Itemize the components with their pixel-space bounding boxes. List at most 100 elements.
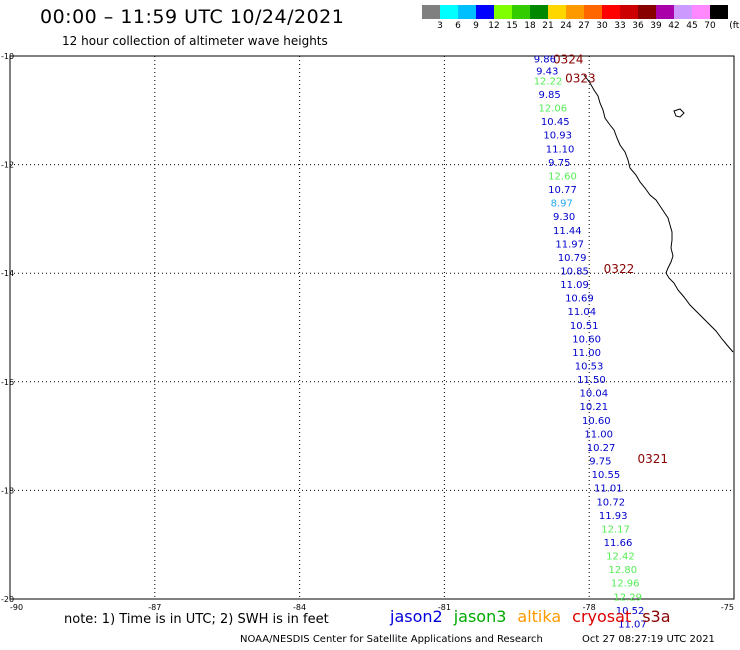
wave-height-label: 10.52 (616, 606, 645, 617)
wave-height-label: 10.53 (575, 362, 604, 373)
colorbar-label: 36 (632, 21, 644, 31)
lon-tick-label: -87 (148, 603, 161, 612)
colorbar-swatch (656, 5, 674, 19)
page-title: 00:00 – 11:59 UTC 10/24/2021 (40, 6, 345, 28)
colorbar-swatch (710, 5, 728, 19)
colorbar-swatch (584, 5, 602, 19)
colorbar-swatch (692, 5, 710, 19)
wave-height-label: 10.45 (541, 117, 570, 128)
colorbar-label: 27 (578, 21, 590, 31)
wave-height-label: 12.60 (548, 171, 577, 182)
colorbar-swatch (602, 5, 620, 19)
colorbar-swatch (512, 5, 530, 19)
wave-height-label: 11.66 (604, 538, 633, 549)
wave-height-label: 10.27 (587, 443, 616, 454)
wave-height-label: 9.86 (534, 55, 556, 66)
wave-height-label: 10.60 (572, 334, 601, 345)
colorbar-swatch (674, 5, 692, 19)
timestamp-text: Oct 27 08:27:19 UTC 2021 (582, 634, 715, 645)
wave-height-label: 10.60 (582, 416, 611, 427)
lon-tick-label: -81 (438, 603, 451, 612)
wave-height-label: 11.00 (572, 348, 601, 359)
colorbar-label: 70 (704, 21, 716, 31)
legend-item-cryosat: cryosat (572, 607, 632, 626)
lon-tick-label: -84 (293, 603, 306, 612)
colorbar-label: 3 (437, 21, 443, 31)
wave-height-label: 10.04 (580, 389, 609, 400)
lat-tick-label: -10 (1, 52, 14, 61)
colorbar-label: 30 (596, 21, 608, 31)
wave-height-label: 10.72 (596, 497, 625, 508)
coastline (583, 74, 734, 353)
legend-item-altika: altika (517, 607, 562, 626)
colorbar-swatch (620, 5, 638, 19)
map-frame (9, 55, 735, 600)
colorbar-swatch (458, 5, 476, 19)
lat-tick-label: -14 (1, 269, 14, 278)
colorbar-swatch (440, 5, 458, 19)
credit-text: NOAA/NESDIS Center for Satellite Applica… (240, 634, 543, 645)
wave-height-label: 9.43 (536, 67, 558, 78)
wave-height-label: 12.17 (601, 524, 630, 535)
wave-height-label: 11.50 (577, 375, 606, 386)
lon-tick-label: -90 (10, 603, 23, 612)
legend-item-jason2: jason2 (390, 607, 443, 626)
wave-height-label: 9.85 (539, 90, 561, 101)
colorbar-label: 6 (455, 21, 461, 31)
wave-height-label: 10.21 (580, 402, 609, 413)
wave-height-label: 11.44 (553, 226, 582, 237)
wave-height-label: 8.97 (551, 199, 573, 210)
wave-height-label: 10.51 (570, 321, 599, 332)
wave-height-label: 11.97 (555, 239, 584, 250)
colorbar-swatch (566, 5, 584, 19)
wave-height-label: 11.10 (546, 144, 575, 155)
wave-height-label: 12.06 (539, 104, 568, 115)
colorbar-label: 15 (506, 21, 518, 31)
wave-height-label: 11.93 (599, 511, 628, 522)
colorbar-label: 21 (542, 21, 554, 31)
colorbar-label: 18 (524, 21, 536, 31)
wave-height-label: 10.69 (565, 294, 594, 305)
colorbar-swatch (530, 5, 548, 19)
wave-height-label: 10.55 (592, 470, 621, 481)
wave-height-label: 11.00 (584, 429, 613, 440)
colorbar-swatch (494, 5, 512, 19)
colorbar-label: 9 (473, 21, 479, 31)
legend-item-s3a: s3a (642, 607, 671, 626)
legend-item-jason3: jason3 (453, 607, 507, 626)
wave-height-label: 9.30 (553, 212, 575, 223)
pass-label: 0324 (553, 53, 584, 67)
colorbar-swatch (476, 5, 494, 19)
wave-height-label: 12.29 (613, 592, 642, 603)
colorbar-label: 45 (686, 21, 698, 31)
wave-height-label: 12.80 (609, 565, 638, 576)
colorbar-swatch (638, 5, 656, 19)
colorbar-swatch (422, 5, 440, 19)
wave-height-label: 10.93 (543, 131, 572, 142)
pass-label: 0321 (637, 452, 668, 466)
lon-tick-label: -75 (721, 603, 734, 612)
lat-tick-label: -18 (1, 486, 14, 495)
colorbar-label: 33 (614, 21, 626, 31)
lat-tick-label: -16 (1, 378, 14, 387)
colorbar-label: (ft) (729, 21, 740, 31)
wave-height-label: 12.42 (606, 552, 635, 563)
wave-height-label: 11.01 (594, 484, 623, 495)
units-note: note: 1) Time is in UTC; 2) SWH is in fe… (64, 612, 329, 627)
map-grid (10, 56, 734, 599)
colorbar (422, 5, 728, 19)
wave-height-label: 12.22 (534, 76, 563, 87)
wave-height-label: 11.09 (560, 280, 589, 291)
pass-labels: 0324 0323 0322 0321 (553, 53, 668, 466)
pass-label: 0323 (565, 72, 596, 86)
lat-tick-label: -12 (1, 161, 14, 170)
wave-height-label: 10.79 (558, 253, 587, 264)
wave-height-label: 11.07 (618, 619, 647, 630)
map-ticks: -90 -87 -84 -81 -78 -75 -10 -12 -14 -16 -18 -20 (1, 52, 734, 612)
wave-height-label: 10.77 (548, 185, 577, 196)
colorbar-swatch (548, 5, 566, 19)
wave-height-label: 10.85 (560, 266, 589, 277)
